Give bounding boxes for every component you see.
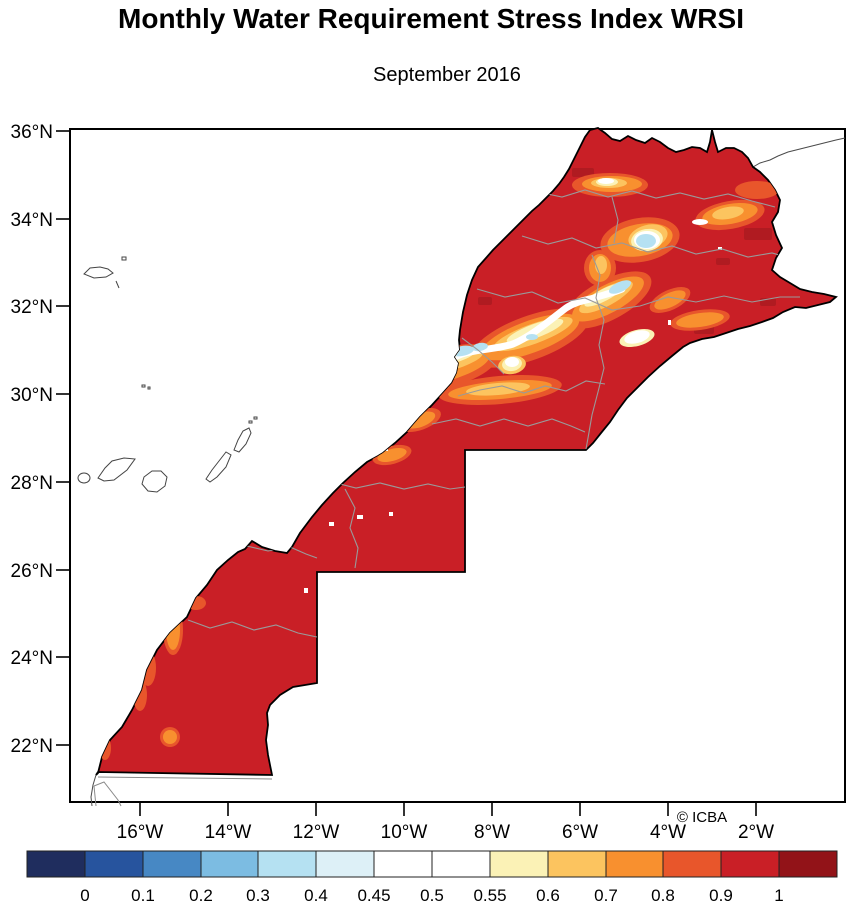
la-gomera-island <box>77 472 91 484</box>
colorbar-label: 0.55 <box>473 886 506 905</box>
atlas-white-streak <box>451 285 626 361</box>
colorbar <box>26 850 838 878</box>
x-tick-label: 2°W <box>738 822 774 843</box>
province-borders <box>187 189 800 638</box>
y-tick-label: 24°N <box>11 648 53 669</box>
colorbar-labels: 0 0.1 0.2 0.3 0.4 0.45 0.5 0.55 0.6 0.7 … <box>80 886 783 905</box>
algeria-coastline <box>752 137 846 168</box>
tenerife-island <box>97 457 136 482</box>
colorbar-label: 0.3 <box>246 886 270 905</box>
chart-title: Monthly Water Requirement Stress Index W… <box>118 3 744 34</box>
x-tick-label: 16°W <box>117 822 164 843</box>
colorbar-cell <box>547 850 607 878</box>
gran-canaria-island <box>141 470 168 493</box>
colorbar-cell <box>605 850 664 878</box>
colorbar-cell <box>142 850 202 878</box>
colorbar-label: 0 <box>80 886 89 905</box>
colorbar-cell <box>26 850 86 878</box>
colorbar-cell <box>84 850 144 878</box>
desertas-island <box>115 280 120 289</box>
attribution-text: © ICBA <box>677 809 727 826</box>
x-tick-label: 14°W <box>205 822 252 843</box>
colorbar-cell <box>662 850 722 878</box>
colorbar-cell <box>315 850 375 878</box>
mauritania-border <box>93 781 122 807</box>
colorbar-cell <box>373 850 433 878</box>
colorbar-label: 0.6 <box>536 886 560 905</box>
x-tick-label: 12°W <box>293 822 340 843</box>
colorbar-cell <box>431 850 491 878</box>
y-tick-label: 22°N <box>11 736 53 757</box>
x-tick-label: 6°W <box>562 822 598 843</box>
axis-ticks <box>56 130 757 816</box>
colorbar-label: 0.8 <box>651 886 675 905</box>
colorbar-label: 0.9 <box>709 886 733 905</box>
fuerteventura-island <box>205 451 232 483</box>
x-tick-label: 8°W <box>474 822 510 843</box>
neighbor-outlines <box>90 137 846 807</box>
colorbar-cell <box>489 850 549 878</box>
lanzarote-island <box>233 427 252 453</box>
colorbar-label: 0.7 <box>594 886 618 905</box>
y-tick-label: 34°N <box>11 210 53 231</box>
island-outlines <box>77 256 258 493</box>
y-tick-label: 32°N <box>11 297 53 318</box>
southern-border-line <box>97 776 273 780</box>
morocco-landmass <box>95 127 838 776</box>
colorbar-cell <box>720 850 780 878</box>
fez-lake <box>636 234 656 248</box>
y-tick-label: 30°N <box>11 385 53 406</box>
colorbar-label: 0.2 <box>189 886 213 905</box>
x-tick-label: 4°W <box>650 822 686 843</box>
y-tick-label: 28°N <box>11 473 53 494</box>
y-tick-label: 36°N <box>11 122 53 143</box>
mauritania-coast <box>90 774 97 807</box>
islet-dot-2 <box>253 416 258 420</box>
colorbar-label: 1 <box>774 886 783 905</box>
y-axis-labels: 36°N 34°N 32°N 30°N 28°N 26°N 24°N 22°N <box>11 122 53 757</box>
colorbar-label: 0.4 <box>304 886 328 905</box>
chart-subtitle: September 2016 <box>373 64 521 86</box>
porto-santo-island <box>121 256 127 261</box>
wrsi-field-overlays <box>99 168 800 760</box>
x-tick-label: 10°W <box>381 822 428 843</box>
selvagens-islet <box>141 384 146 388</box>
colorbar-cell <box>257 850 317 878</box>
madeira-island <box>83 266 114 279</box>
colorbar-cell <box>200 850 259 878</box>
y-tick-label: 26°N <box>11 561 53 582</box>
selvagens-islet-2 <box>147 386 151 390</box>
x-axis-labels: 16°W 14°W 12°W 10°W 8°W 6°W 4°W 2°W <box>117 822 774 843</box>
colorbar-cell <box>778 850 838 878</box>
colorbar-label: 0.45 <box>357 886 390 905</box>
colorbar-label: 0.5 <box>420 886 444 905</box>
islet-dot <box>248 420 253 424</box>
colorbar-label: 0.1 <box>131 886 155 905</box>
